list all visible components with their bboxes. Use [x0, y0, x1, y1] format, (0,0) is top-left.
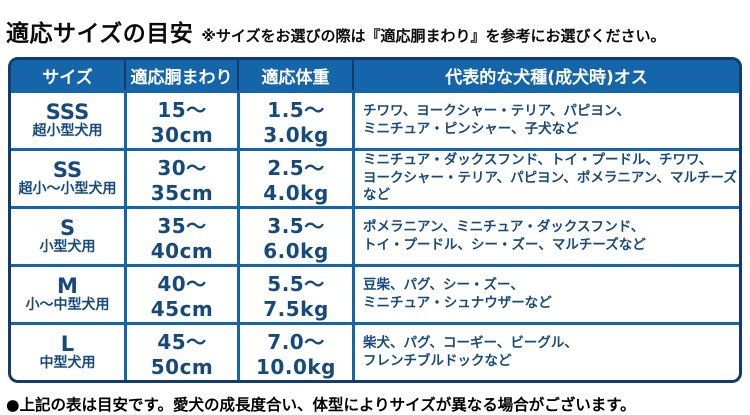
breeds-line1: ポメラニアン、ミニチュア・ダックスフンド、 — [363, 218, 645, 235]
breed-list: ミニチュア・ダックスフンド、トイ・プードル、チワワ、 ヨークシャー・テリア、パピ… — [352, 148, 739, 206]
header-weight: 適応体重 — [237, 60, 352, 90]
size-cell: S 小型犬用 — [11, 206, 124, 264]
table-body: SSS 超小型犬用 15〜30cm 1.5〜3.0kg チワワ、ヨークシャー・テ… — [11, 90, 739, 380]
weight-value: 2.5〜4.0kg — [237, 148, 352, 206]
header-waist: 適応胴まわり — [124, 60, 237, 90]
size-code: SS — [52, 158, 83, 183]
table-row: SS 超小〜小型犬用 30〜35cm 2.5〜4.0kg ミニチュア・ダックスフ… — [11, 148, 739, 206]
breeds-line1: ミニチュア・ダックスフンド、トイ・プードル、チワワ、 — [363, 152, 713, 169]
size-cell: M 小〜中型犬用 — [11, 264, 124, 322]
breeds-line2: フレンチブルドックなど — [363, 352, 512, 369]
size-code: SSS — [45, 100, 90, 125]
weight-value: 1.5〜3.0kg — [237, 90, 352, 148]
waist-value: 40〜45cm — [124, 264, 237, 322]
header-breeds: 代表的な犬種(成犬時)オス — [352, 60, 739, 90]
size-code: S — [59, 216, 76, 241]
table-row: SSS 超小型犬用 15〜30cm 1.5〜3.0kg チワワ、ヨークシャー・テ… — [11, 90, 739, 148]
breeds-line1: 豆柴、パグ、シー・ズー、 — [363, 276, 524, 293]
weight-value: 3.5〜6.0kg — [237, 206, 352, 264]
weight-value: 5.5〜7.5kg — [237, 264, 352, 322]
breeds-line2: ミニチュア・ピンシャー、子犬など — [363, 120, 579, 137]
waist-value: 35〜40cm — [124, 206, 237, 264]
table-row: L 中型犬用 45〜50cm 7.0〜10.0kg 柴犬、パグ、コーギー、ビーグ… — [11, 322, 739, 380]
title-row: 適応サイズの目安 ※サイズをお選びの際は『適応胴まわり』を参考にお選びください。 — [0, 0, 750, 48]
breeds-line2: ミニチュア・シュナウザーなど — [363, 294, 552, 311]
breeds-line2: トイ・プードル、シー・ズー、マルチーズなど — [363, 236, 646, 253]
weight-value: 7.0〜10.0kg — [237, 322, 352, 380]
size-label: 超小型犬用 — [32, 123, 103, 140]
size-label: 小〜中型犬用 — [25, 297, 110, 314]
breeds-line2: ヨークシャー・テリア、パピヨン、ポメラニアン、マルチーズなど — [363, 169, 737, 204]
waist-value: 15〜30cm — [124, 90, 237, 148]
breed-list: ポメラニアン、ミニチュア・ダックスフンド、 トイ・プードル、シー・ズー、マルチー… — [352, 206, 739, 264]
size-guide-table-wrapper: サイズ 適応胴まわり 適応体重 代表的な犬種(成犬時)オス SSS 超小型犬用 … — [8, 57, 742, 383]
size-cell: L 中型犬用 — [11, 322, 124, 380]
table-header: サイズ 適応胴まわり 適応体重 代表的な犬種(成犬時)オス — [11, 60, 739, 90]
size-label: 小型犬用 — [39, 239, 96, 256]
table-row: S 小型犬用 35〜40cm 3.5〜6.0kg ポメラニアン、ミニチュア・ダッ… — [11, 206, 739, 264]
waist-value: 45〜50cm — [124, 322, 237, 380]
size-label: 超小〜小型犬用 — [18, 181, 117, 198]
page-title: 適応サイズの目安 — [6, 21, 194, 47]
header-size: サイズ — [11, 60, 124, 90]
breed-list: チワワ、ヨークシャー・テリア、パピヨン、 ミニチュア・ピンシャー、子犬など — [352, 90, 739, 148]
size-guide-table: サイズ 適応胴まわり 適応体重 代表的な犬種(成犬時)オス SSS 超小型犬用 … — [11, 60, 739, 380]
size-code: L — [60, 332, 75, 357]
size-cell: SSS 超小型犬用 — [11, 90, 124, 148]
waist-value: 30〜35cm — [124, 148, 237, 206]
size-code: M — [57, 274, 78, 299]
size-cell: SS 超小〜小型犬用 — [11, 148, 124, 206]
size-label: 中型犬用 — [39, 355, 96, 372]
breed-list: 柴犬、パグ、コーギー、ビーグル、 フレンチブルドックなど — [352, 322, 739, 380]
footer-note: ●上記の表は目安です。愛犬の成長度合い、体型によりサイズが異なる場合がございます… — [6, 396, 636, 414]
breeds-line1: チワワ、ヨークシャー・テリア、パピヨン、 — [363, 102, 631, 119]
breed-list: 豆柴、パグ、シー・ズー、 ミニチュア・シュナウザーなど — [352, 264, 739, 322]
breeds-line1: 柴犬、パグ、コーギー、ビーグル、 — [363, 334, 578, 351]
table-row: M 小〜中型犬用 40〜45cm 5.5〜7.5kg 豆柴、パグ、シー・ズー、 … — [11, 264, 739, 322]
title-note: ※サイズをお選びの際は『適応胴まわり』を参考にお選びください。 — [201, 27, 666, 45]
